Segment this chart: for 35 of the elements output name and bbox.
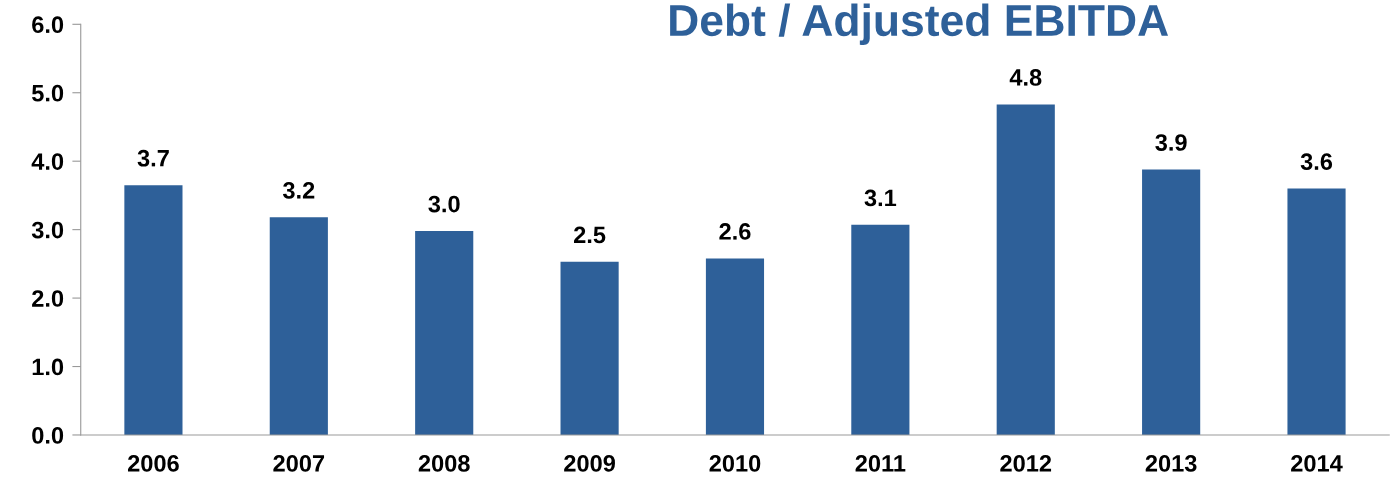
- data-label: 3.1: [864, 189, 897, 207]
- data-label: 3.6: [1300, 153, 1333, 171]
- y-tick-label: 1.0: [32, 358, 64, 376]
- y-tick-label: 5.0: [31, 84, 64, 102]
- x-tick-label: 2007: [273, 455, 325, 472]
- x-tick-label: 2006: [127, 455, 179, 472]
- y-tick-label: 2.0: [32, 290, 64, 307]
- data-label: 4.8: [1009, 69, 1042, 86]
- bar: [705, 258, 765, 435]
- data-label: 3.0: [428, 195, 460, 213]
- bar: [415, 231, 474, 435]
- x-tick-label: 2014: [1291, 455, 1343, 472]
- x-tick-label: 2013: [1145, 455, 1197, 472]
- bar: [851, 224, 910, 435]
- data-label: 2.6: [719, 223, 751, 240]
- data-label: 3.9: [1155, 134, 1187, 151]
- x-tick-label: 2012: [1000, 455, 1052, 472]
- x-tick-label: 2008: [418, 455, 470, 472]
- bar: [996, 104, 1055, 435]
- y-tick-label: 0.0: [32, 427, 64, 444]
- y-tick-label: 6.0: [32, 16, 64, 34]
- data-label: 3.2: [282, 182, 315, 199]
- data-label: 2.5: [574, 226, 606, 244]
- bar: [269, 217, 328, 435]
- x-tick-label: 2009: [564, 455, 615, 472]
- bar: [1142, 169, 1201, 435]
- bar: [124, 185, 183, 435]
- bar: [560, 261, 619, 435]
- bar: [1287, 188, 1346, 435]
- x-tick-label: 2011: [855, 455, 906, 472]
- x-tick-label: 2010: [709, 455, 761, 472]
- data-label: 3.7: [137, 149, 169, 167]
- y-tick-label: 3.0: [31, 221, 64, 239]
- chart-title: Debt / Adjusted EBITDA: [670, 3, 1169, 46]
- y-tick-label: 4.0: [31, 153, 64, 170]
